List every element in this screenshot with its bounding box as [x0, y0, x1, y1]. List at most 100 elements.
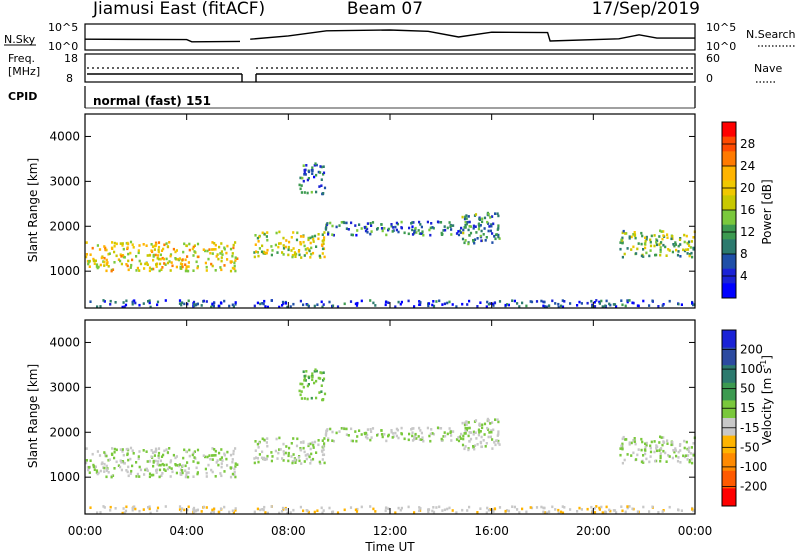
power-echo-cell [328, 300, 331, 304]
power-echo-cell [107, 252, 110, 256]
nsearch-label: N.Search [746, 28, 796, 41]
power-echo-cell [318, 185, 321, 188]
power-echo-cell [281, 300, 285, 304]
power-echo-cell [659, 248, 662, 252]
power-echo-cell [322, 303, 325, 306]
power-echo-cell [408, 226, 411, 230]
power-echo-cell [319, 165, 322, 168]
power-echo-cell [149, 305, 152, 309]
velocity-echo-cell [157, 463, 161, 467]
velocity-echo-cell [264, 511, 267, 514]
power-echo-cell [468, 299, 471, 303]
power-echo-cell [632, 233, 635, 236]
velocity-echo-cell [415, 437, 418, 440]
power-echo-cell [476, 237, 479, 240]
power-echo-cell [221, 253, 224, 256]
velocity-echo-cell [461, 508, 464, 512]
velocity-echo-cell [266, 454, 269, 458]
velocity-echo-cell [468, 440, 471, 443]
power-echo-cell [457, 230, 460, 233]
power-echo-cell [115, 254, 118, 258]
power-echo-cell [220, 268, 223, 272]
power-echo-cell [488, 225, 491, 228]
power-echo-cell [688, 253, 692, 256]
power-echo-cell [232, 305, 235, 308]
velocity-echo-cell [196, 448, 200, 452]
velocity-echo-cell [326, 428, 329, 431]
power-echo-cell [492, 304, 495, 307]
power-echo-cell [300, 191, 303, 194]
power-echo-cell [265, 251, 268, 255]
velocity-echo-cell [214, 475, 217, 478]
power-echo-cell [103, 260, 106, 264]
power-echo-cell [212, 248, 215, 251]
power-echo-cell [162, 247, 165, 251]
velocity-echo-cell [580, 508, 583, 511]
velocity-echo-cell [181, 469, 184, 472]
velocity-echo-cell [455, 438, 459, 441]
velocity-echo-cell [275, 437, 278, 441]
power-echo-cell [159, 257, 162, 261]
power-y-tick-label: 3000 [49, 174, 80, 188]
power-echo-cell [184, 269, 187, 273]
velocity-echo-cell [322, 448, 325, 451]
velocity-echo-cell [163, 449, 166, 453]
velocity-echo-cell [489, 435, 492, 439]
velocity-echo-cell [318, 460, 321, 464]
velocity-echo-cell [202, 454, 205, 457]
velocity-echo-cell [115, 448, 118, 452]
power-echo-cell [175, 265, 178, 269]
velocity-echo-cell [601, 511, 604, 514]
velocity-echo-cell [255, 456, 258, 459]
velocity-echo-cell [148, 507, 151, 511]
power-echo-cell [282, 302, 285, 305]
power-echo-cell [102, 299, 105, 302]
velocity-echo-cell [159, 463, 162, 467]
power-echo-cell [304, 173, 307, 176]
velocity-echo-cell [314, 368, 317, 371]
velocity-echo-cell [261, 450, 264, 454]
velocity-echo-cell [464, 427, 467, 430]
velocity-echo-cell [254, 440, 257, 443]
velocity-echo-cell [303, 397, 306, 400]
power-echo-cell [411, 221, 414, 224]
power-echo-cell [479, 224, 482, 227]
velocity-echo-cell [484, 445, 487, 448]
velocity-echo-cell [321, 511, 324, 515]
power-echo-cell [143, 267, 146, 270]
velocity-echo-cell [645, 441, 648, 445]
power-echo-cell [89, 300, 92, 303]
power-echo-cell [413, 229, 416, 233]
velocity-echo-layer [85, 368, 696, 515]
velocity-echo-cell [85, 447, 88, 450]
velocity-echo-cell [621, 442, 624, 446]
power-echo-cell [322, 192, 325, 195]
velocity-echo-cell [266, 511, 269, 515]
power-echo-cell [311, 172, 314, 175]
velocity-echo-cell [266, 444, 269, 448]
velocity-echo-cell [270, 459, 273, 463]
power-echo-cell [323, 186, 327, 190]
velocity-echo-cell [106, 468, 109, 471]
velocity-echo-cell [360, 505, 363, 509]
power-echo-cell [155, 265, 158, 268]
velocity-echo-cell [311, 378, 314, 381]
power-echo-cell [465, 217, 468, 220]
power-echo-cell [446, 301, 449, 305]
velocity-echo-cell [160, 474, 163, 477]
velocity-echo-cell [113, 450, 116, 454]
velocity-echo-cell [436, 426, 440, 430]
power-echo-cell [438, 299, 441, 303]
velocity-colorbar-frame [721, 329, 737, 507]
velocity-echo-cell [411, 431, 414, 434]
power-echo-cell [446, 226, 449, 230]
power-echo-cell [234, 256, 237, 259]
velocity-echo-cell [95, 469, 99, 472]
power-echo-cell [464, 215, 467, 219]
power-echo-cell [196, 265, 199, 268]
velocity-echo-cell [192, 451, 195, 455]
power-echo-cell [223, 264, 226, 267]
power-echo-cell [355, 233, 358, 237]
power-echo-cell [110, 269, 113, 273]
power-echo-cell [214, 243, 217, 247]
